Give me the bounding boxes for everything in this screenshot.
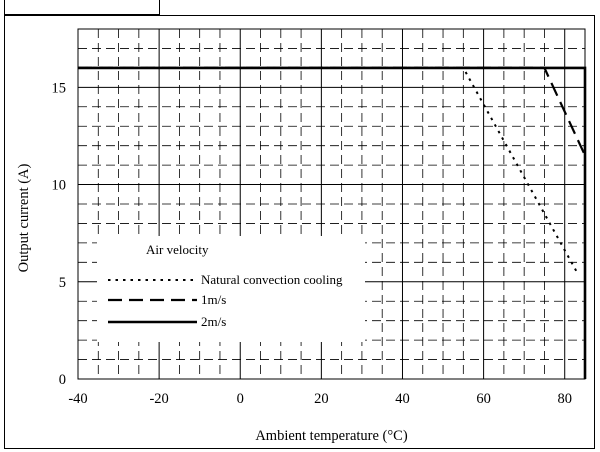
x-tick-label: 60 [476, 391, 491, 407]
series-group [78, 66, 587, 379]
series-line-3 [78, 66, 587, 379]
x-tick-label: -40 [68, 391, 87, 407]
legend-label-1: Natural convection cooling [201, 272, 343, 287]
x-tick-label: 40 [395, 391, 410, 407]
y-tick-label: 10 [52, 178, 67, 194]
y-tick-label: 5 [59, 275, 66, 291]
x-tick-label: 80 [557, 391, 572, 407]
x-axis-label: Ambient temperature (°C) [255, 428, 408, 444]
series-line-2 [78, 66, 586, 156]
legend-title: Air velocity [146, 242, 209, 257]
legend-label-2: 1m/s [201, 292, 226, 307]
legend-background [97, 236, 365, 342]
x-axis-ticks: -40 -20 0 20 40 60 80 [68, 391, 572, 407]
x-tick-label: 20 [314, 391, 329, 407]
y-axis-ticks: 0 5 10 15 [52, 80, 67, 388]
x-tick-label: 0 [237, 391, 244, 407]
legend: Air velocity Natural convection cooling 1… [97, 236, 365, 342]
y-axis-label: Output current (A) [16, 163, 32, 272]
y-tick-label: 0 [59, 372, 66, 388]
legend-label-3: 2m/s [201, 314, 226, 329]
header-tab [4, 0, 160, 15]
y-tick-label: 15 [52, 80, 67, 96]
x-tick-label: -20 [149, 391, 168, 407]
